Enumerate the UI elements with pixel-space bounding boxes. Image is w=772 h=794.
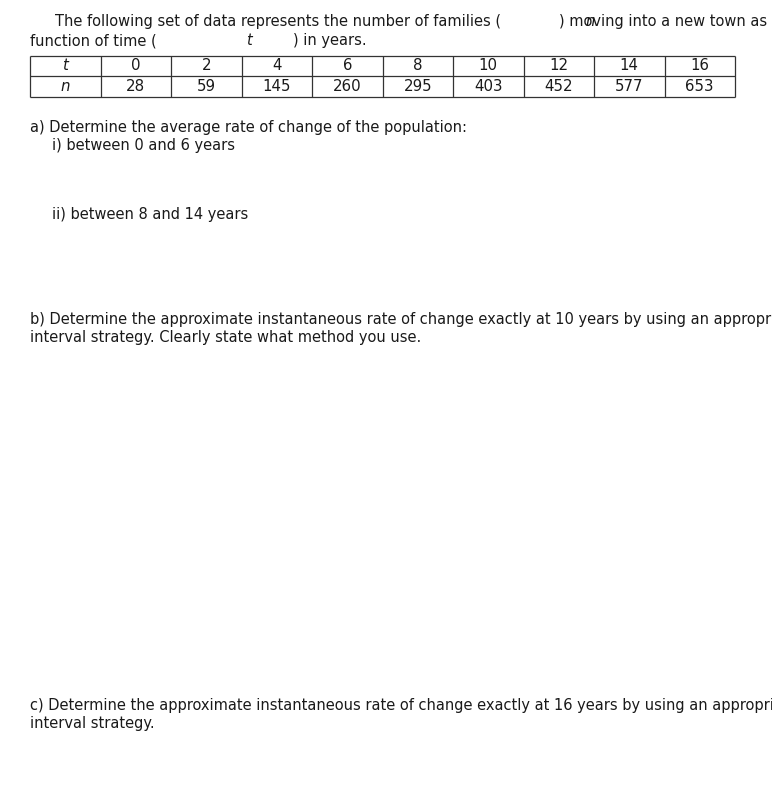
Text: 16: 16	[690, 59, 709, 74]
Text: 403: 403	[474, 79, 503, 94]
Text: ) moving into a new town as a: ) moving into a new town as a	[560, 14, 772, 29]
Text: 59: 59	[197, 79, 215, 94]
Text: 8: 8	[413, 59, 422, 74]
Text: a) Determine the average rate of change of the population:: a) Determine the average rate of change …	[30, 120, 467, 135]
Text: 145: 145	[262, 79, 291, 94]
Text: ) in years.: ) in years.	[293, 33, 367, 48]
Text: 295: 295	[404, 79, 432, 94]
Text: 12: 12	[549, 59, 568, 74]
Text: 28: 28	[126, 79, 145, 94]
Text: t: t	[246, 33, 252, 48]
Text: 452: 452	[544, 79, 573, 94]
Text: i) between 0 and 6 years: i) between 0 and 6 years	[52, 138, 235, 153]
Text: function of time (: function of time (	[30, 33, 157, 48]
Text: 577: 577	[615, 79, 644, 94]
Text: 653: 653	[686, 79, 714, 94]
Text: 0: 0	[131, 59, 141, 74]
Text: t: t	[63, 59, 68, 74]
Text: interval strategy. Clearly state what method you use.: interval strategy. Clearly state what me…	[30, 330, 422, 345]
Text: 10: 10	[479, 59, 498, 74]
Text: 4: 4	[272, 59, 282, 74]
Text: 2: 2	[201, 59, 211, 74]
Text: 260: 260	[333, 79, 361, 94]
Text: interval strategy.: interval strategy.	[30, 716, 154, 731]
Text: n: n	[60, 79, 70, 94]
Text: c) Determine the approximate instantaneous rate of change exactly at 16 years by: c) Determine the approximate instantaneo…	[30, 698, 772, 713]
Text: 6: 6	[343, 59, 352, 74]
Text: 14: 14	[620, 59, 638, 74]
Text: n: n	[585, 14, 594, 29]
Text: b) Determine the approximate instantaneous rate of change exactly at 10 years by: b) Determine the approximate instantaneo…	[30, 312, 772, 327]
Text: The following set of data represents the number of families (: The following set of data represents the…	[55, 14, 501, 29]
Text: ii) between 8 and 14 years: ii) between 8 and 14 years	[52, 207, 249, 222]
